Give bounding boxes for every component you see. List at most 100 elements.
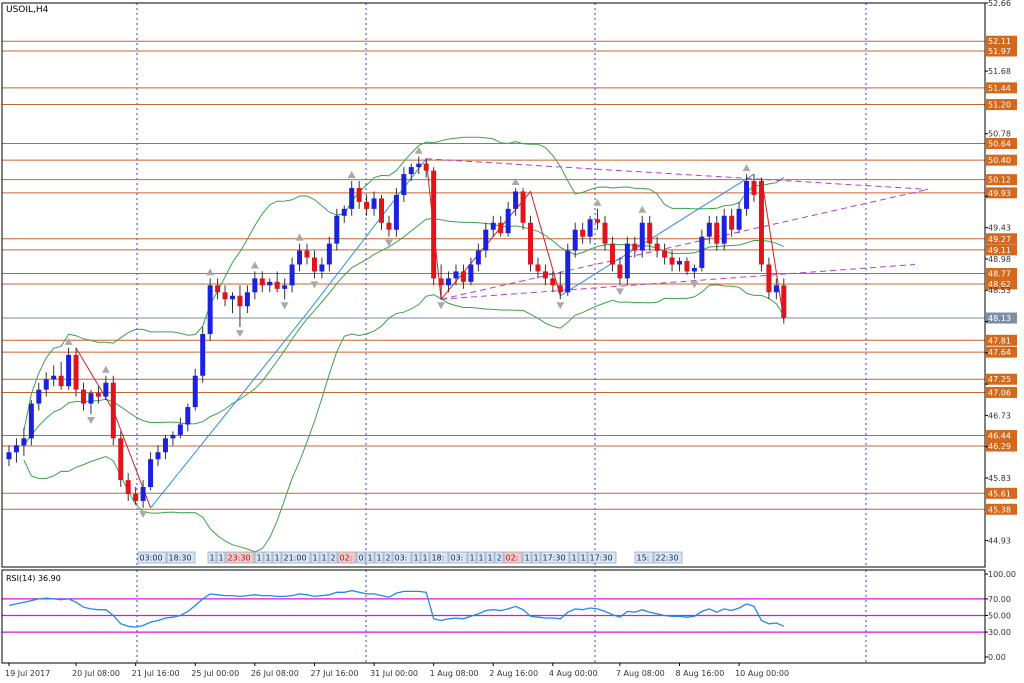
fractal-up-marker — [638, 205, 647, 213]
bear-candle — [557, 285, 563, 293]
rsi-tick-label: 0.00 — [988, 653, 1006, 662]
event-marker — [137, 551, 167, 564]
time-tick-label: 7 Aug 08:00 — [616, 669, 665, 678]
time-tick-label: 31 Jul 00:00 — [370, 669, 418, 678]
event-marker-label: 1 — [414, 554, 419, 563]
event-marker — [587, 551, 617, 564]
bull-candle — [721, 215, 727, 244]
bull-candle — [341, 208, 347, 216]
price-tick-label: 48.53 — [988, 286, 1011, 295]
bull-candle — [207, 285, 213, 335]
level-label: 51.44 — [988, 84, 1011, 93]
fractal-up-marker — [593, 198, 602, 206]
time-tick-label: 27 Jul 16:00 — [310, 669, 358, 678]
event-marker-label: 03: — [395, 554, 408, 563]
bull-candle — [192, 375, 198, 408]
bear-candle — [222, 292, 228, 300]
event-marker-label: 21:00 — [284, 554, 307, 563]
event-marker — [569, 551, 579, 564]
bear-candle — [125, 480, 131, 494]
bull-candle — [513, 191, 519, 209]
bear-candle — [714, 222, 720, 244]
bull-candle — [453, 271, 459, 279]
fractal-up-marker — [250, 261, 259, 269]
price-tick-label: 50.78 — [988, 130, 1011, 139]
bull-candle — [155, 452, 161, 460]
event-marker — [476, 551, 486, 564]
fractal-down-marker — [86, 417, 95, 425]
level-tag — [986, 233, 1017, 245]
rsi-tick-label: 100.00 — [988, 570, 1016, 579]
time-tick-label: 19 Jul 2017 — [5, 669, 50, 678]
fractal-up-marker — [511, 177, 520, 185]
event-marker-label: 1 — [275, 554, 280, 563]
event-marker-label: 1 — [470, 554, 475, 563]
event-marker — [166, 551, 196, 564]
bull-candle — [691, 267, 697, 272]
level-tag — [986, 45, 1017, 57]
fractal-up-marker — [414, 146, 423, 154]
bull-candle — [244, 292, 250, 307]
event-marker-label: 1 — [257, 554, 262, 563]
bull-candle — [744, 181, 750, 209]
event-marker-label: 23:30 — [228, 554, 251, 563]
event-marker — [337, 551, 357, 564]
fractal-down-marker — [139, 510, 148, 518]
event-marker — [653, 551, 683, 564]
bear-candle — [423, 163, 429, 171]
event-marker-label: 15: — [637, 554, 650, 563]
bear-candle — [498, 222, 504, 234]
symbol-label: USOIL,H4 — [6, 5, 49, 15]
price-tick-label: 44.93 — [988, 537, 1011, 546]
bull-candle — [408, 167, 414, 175]
event-marker — [540, 551, 570, 564]
event-marker — [531, 551, 541, 564]
event-marker — [254, 551, 264, 564]
bear-candle — [542, 271, 548, 279]
bull-candle — [230, 295, 235, 300]
bear-candle — [647, 222, 653, 244]
event-marker-label: 2 — [386, 554, 391, 563]
fractal-down-marker — [310, 281, 319, 289]
event-marker — [467, 551, 477, 564]
event-marker-label: 1 — [368, 554, 373, 563]
level-tag — [986, 268, 1017, 280]
fractal-markers — [64, 146, 751, 518]
event-marker-label: 1 — [581, 554, 586, 563]
event-marker-label: 18:30 — [169, 554, 192, 563]
time-tick-label: 26 Jul 08:00 — [251, 669, 299, 678]
bear-candle — [364, 201, 370, 209]
event-marker-label: 1 — [479, 554, 484, 563]
level-tag — [986, 82, 1017, 94]
time-axis: 19 Jul 2017 20 Jul 08:00 21 Jul 16:00 25 Ju… — [5, 663, 789, 678]
bull-candle — [483, 229, 489, 251]
fractal-down-marker — [384, 239, 393, 247]
bull-candle — [21, 438, 27, 446]
level-tag — [986, 187, 1017, 199]
bear-candle — [304, 250, 310, 258]
bear-candle — [550, 278, 556, 286]
event-marker-label: 1 — [377, 554, 382, 563]
bear-candle — [684, 261, 690, 272]
level-label: 48.62 — [988, 280, 1011, 289]
level-tag — [986, 373, 1017, 385]
bear-candle — [237, 295, 243, 307]
level-tag — [986, 174, 1017, 186]
level-label: 52.11 — [988, 37, 1011, 46]
level-label: 50.12 — [988, 176, 1011, 185]
rsi-tick-label: 50.00 — [988, 612, 1011, 621]
bull-candle — [572, 229, 578, 251]
bear-candle — [595, 219, 601, 223]
event-marker-label: 2 — [331, 554, 336, 563]
event-marker — [392, 551, 412, 564]
level-label: 50.40 — [988, 156, 1011, 165]
level-tag — [986, 137, 1017, 149]
event-marker — [578, 551, 588, 564]
event-marker — [328, 551, 338, 564]
zigzag-line — [761, 177, 785, 321]
bear-candle — [460, 271, 466, 282]
bull-candle — [282, 285, 288, 289]
bull-candle — [51, 375, 57, 380]
level-tag — [986, 334, 1017, 346]
